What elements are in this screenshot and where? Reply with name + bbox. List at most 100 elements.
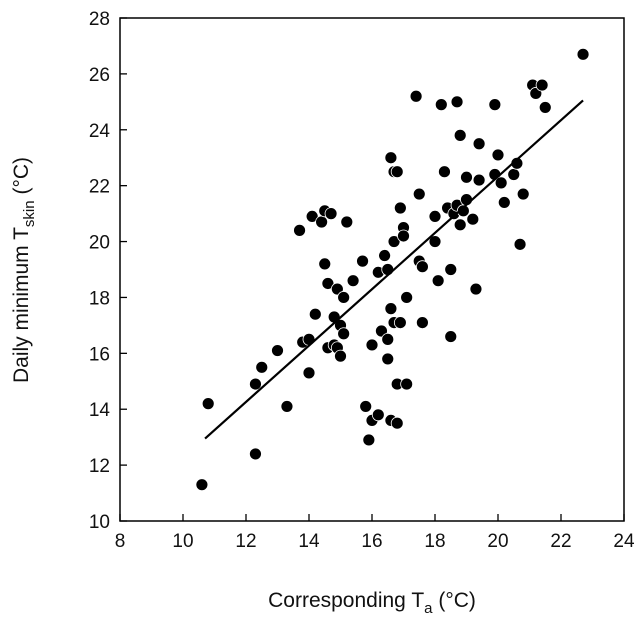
data-point <box>393 316 407 329</box>
data-point <box>318 257 332 271</box>
data-point <box>365 338 379 352</box>
y-tick-label: 16 <box>89 344 110 365</box>
data-point <box>469 282 483 296</box>
data-point <box>535 78 549 92</box>
data-point <box>249 377 262 391</box>
data-point <box>444 263 458 276</box>
x-tick-label: 18 <box>424 531 445 552</box>
regression-line <box>204 99 584 440</box>
data-point <box>334 349 347 363</box>
data-point <box>460 170 473 184</box>
data-point <box>438 165 451 179</box>
data-point <box>409 89 423 103</box>
data-point <box>340 215 354 229</box>
data-point <box>453 128 467 142</box>
data-point <box>337 327 351 341</box>
data-point <box>321 277 335 290</box>
data-point <box>431 274 445 288</box>
data-point <box>384 302 398 316</box>
data-point <box>428 210 442 223</box>
data-point <box>315 215 329 229</box>
data-point <box>497 196 511 209</box>
data-point <box>412 187 426 201</box>
data-point <box>397 229 410 243</box>
data-point <box>381 332 395 346</box>
data-point <box>201 397 215 411</box>
y-tick-label: 14 <box>89 400 111 421</box>
data-point <box>453 218 467 232</box>
x-tick-label: 20 <box>487 531 508 552</box>
x-axis-title: Corresponding Ta (°C) <box>268 589 476 617</box>
y-tick-label: 18 <box>89 288 110 309</box>
data-point <box>434 98 448 112</box>
data-point <box>491 148 505 162</box>
data-point <box>356 254 369 268</box>
data-point <box>195 478 209 492</box>
data-point <box>472 173 486 187</box>
y-axis-title-subscript: skin <box>21 200 38 227</box>
y-axis-title: Daily minimum Tskin (°C) <box>10 157 38 383</box>
y-tick-label: 28 <box>89 9 110 30</box>
data-point <box>393 201 407 215</box>
data-point <box>538 101 552 114</box>
x-tick-label: 12 <box>235 531 256 552</box>
data-point <box>387 235 401 248</box>
data-point <box>510 156 524 170</box>
y-tick-label: 20 <box>89 233 110 254</box>
y-tick-label: 12 <box>89 456 110 477</box>
data-point <box>337 291 351 304</box>
data-point <box>390 165 404 179</box>
data-points <box>195 47 590 492</box>
data-point <box>324 207 338 221</box>
y-axis-title-unit: (°C) <box>10 157 33 200</box>
data-point <box>576 47 590 61</box>
data-point <box>400 291 414 304</box>
y-tick-label: 22 <box>89 177 110 198</box>
y-tick-label: 26 <box>89 65 110 86</box>
y-tick-label: 10 <box>89 512 110 533</box>
data-point <box>271 344 284 357</box>
x-tick-label: 14 <box>298 531 320 552</box>
data-point <box>359 400 373 413</box>
data-point <box>305 210 319 223</box>
data-point <box>415 260 429 274</box>
data-point <box>381 352 395 366</box>
x-tick-label: 24 <box>613 531 635 552</box>
data-point <box>472 137 486 151</box>
data-point <box>280 400 294 413</box>
data-point <box>488 98 502 112</box>
data-point <box>390 416 404 430</box>
x-axis-title-subscript: a <box>424 600 433 617</box>
data-point <box>516 187 530 201</box>
data-point <box>494 176 508 190</box>
data-point <box>255 360 269 374</box>
x-tick-label: 16 <box>361 531 382 552</box>
data-point <box>346 274 360 288</box>
data-point <box>466 212 480 226</box>
x-axis-title-unit: (°C) <box>433 589 476 612</box>
x-tick-label: 22 <box>550 531 571 552</box>
x-axis-title-main: Corresponding T <box>268 589 424 612</box>
data-point <box>302 332 316 346</box>
data-point <box>444 330 458 343</box>
x-tick-label: 10 <box>172 531 193 552</box>
data-point <box>428 235 442 248</box>
data-point <box>400 377 414 391</box>
y-axis-title-main: Daily minimum T <box>10 227 33 383</box>
data-point <box>293 223 306 237</box>
data-point <box>249 447 262 461</box>
data-point <box>302 366 316 380</box>
data-point <box>384 151 398 165</box>
data-point <box>371 408 385 422</box>
y-tick-label: 24 <box>89 121 111 142</box>
data-point <box>308 307 322 321</box>
data-point <box>450 95 464 109</box>
data-point <box>507 168 521 181</box>
plot-frame <box>119 17 625 522</box>
data-point <box>415 316 429 329</box>
data-point <box>378 249 392 262</box>
x-tick-label: 8 <box>115 531 126 552</box>
data-point <box>362 433 376 447</box>
